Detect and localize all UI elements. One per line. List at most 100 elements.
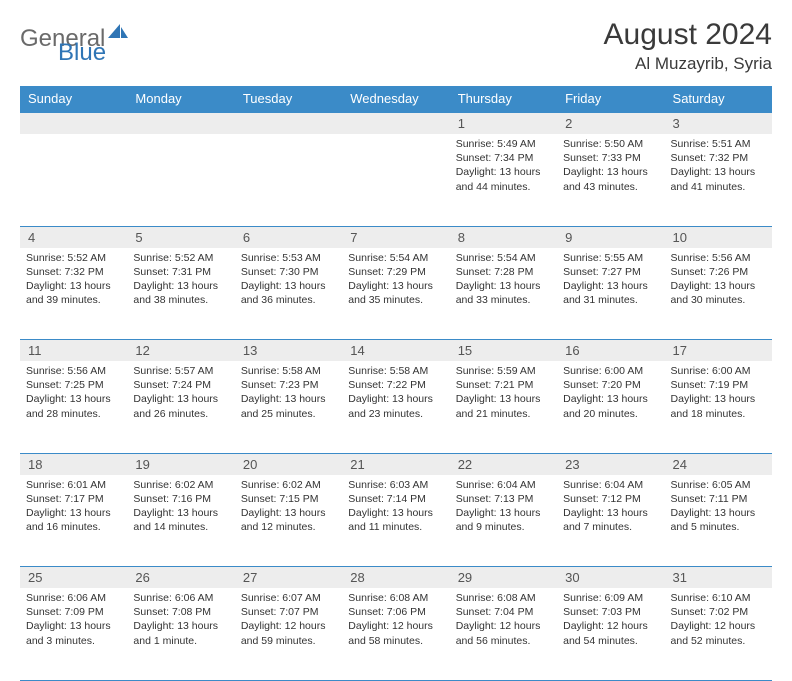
day-header: Saturday — [665, 86, 772, 112]
day-details: Sunrise: 5:49 AMSunset: 7:34 PMDaylight:… — [450, 134, 557, 200]
day-number: 28 — [342, 567, 449, 589]
day-number: 14 — [342, 340, 449, 362]
title-block: August 2024 Al Muzayrib, Syria — [604, 18, 772, 74]
day-header: Tuesday — [235, 86, 342, 112]
brand-logo: GeneralBlue — [20, 18, 128, 64]
day-number: 18 — [20, 453, 127, 475]
day-number: 9 — [557, 226, 664, 248]
day-number: 25 — [20, 567, 127, 589]
day-number: 19 — [127, 453, 234, 475]
day-number: 15 — [450, 340, 557, 362]
day-cell: Sunrise: 5:54 AMSunset: 7:29 PMDaylight:… — [342, 248, 449, 340]
day-number — [235, 112, 342, 134]
day-details: Sunrise: 6:07 AMSunset: 7:07 PMDaylight:… — [235, 588, 342, 654]
day-details: Sunrise: 6:06 AMSunset: 7:08 PMDaylight:… — [127, 588, 234, 654]
day-cell: Sunrise: 5:56 AMSunset: 7:25 PMDaylight:… — [20, 361, 127, 453]
day-number: 2 — [557, 112, 664, 134]
day-cell: Sunrise: 5:52 AMSunset: 7:32 PMDaylight:… — [20, 248, 127, 340]
day-number-row: 25262728293031 — [20, 567, 772, 589]
day-number: 7 — [342, 226, 449, 248]
day-number: 12 — [127, 340, 234, 362]
day-header: Wednesday — [342, 86, 449, 112]
day-number — [20, 112, 127, 134]
day-details: Sunrise: 6:08 AMSunset: 7:06 PMDaylight:… — [342, 588, 449, 654]
day-cell: Sunrise: 6:09 AMSunset: 7:03 PMDaylight:… — [557, 588, 664, 680]
day-cell: Sunrise: 5:49 AMSunset: 7:34 PMDaylight:… — [450, 134, 557, 226]
day-details: Sunrise: 5:57 AMSunset: 7:24 PMDaylight:… — [127, 361, 234, 427]
day-details: Sunrise: 6:09 AMSunset: 7:03 PMDaylight:… — [557, 588, 664, 654]
day-details: Sunrise: 5:55 AMSunset: 7:27 PMDaylight:… — [557, 248, 664, 314]
day-details: Sunrise: 5:52 AMSunset: 7:31 PMDaylight:… — [127, 248, 234, 314]
day-details: Sunrise: 6:02 AMSunset: 7:15 PMDaylight:… — [235, 475, 342, 541]
day-number: 26 — [127, 567, 234, 589]
day-cell: Sunrise: 6:05 AMSunset: 7:11 PMDaylight:… — [665, 475, 772, 567]
location-label: Al Muzayrib, Syria — [604, 54, 772, 74]
day-number: 31 — [665, 567, 772, 589]
day-cell: Sunrise: 6:00 AMSunset: 7:19 PMDaylight:… — [665, 361, 772, 453]
day-cell: Sunrise: 5:50 AMSunset: 7:33 PMDaylight:… — [557, 134, 664, 226]
day-details: Sunrise: 5:54 AMSunset: 7:29 PMDaylight:… — [342, 248, 449, 314]
day-details: Sunrise: 6:02 AMSunset: 7:16 PMDaylight:… — [127, 475, 234, 541]
day-cell: Sunrise: 5:58 AMSunset: 7:23 PMDaylight:… — [235, 361, 342, 453]
day-cell — [342, 134, 449, 226]
day-number: 20 — [235, 453, 342, 475]
day-cell: Sunrise: 5:58 AMSunset: 7:22 PMDaylight:… — [342, 361, 449, 453]
day-header: Thursday — [450, 86, 557, 112]
day-cell: Sunrise: 5:54 AMSunset: 7:28 PMDaylight:… — [450, 248, 557, 340]
day-cell: Sunrise: 5:53 AMSunset: 7:30 PMDaylight:… — [235, 248, 342, 340]
day-cell: Sunrise: 5:56 AMSunset: 7:26 PMDaylight:… — [665, 248, 772, 340]
day-cell: Sunrise: 6:04 AMSunset: 7:13 PMDaylight:… — [450, 475, 557, 567]
day-number: 21 — [342, 453, 449, 475]
day-number: 10 — [665, 226, 772, 248]
day-number: 29 — [450, 567, 557, 589]
day-number: 5 — [127, 226, 234, 248]
day-cell: Sunrise: 6:08 AMSunset: 7:04 PMDaylight:… — [450, 588, 557, 680]
day-cell: Sunrise: 6:06 AMSunset: 7:08 PMDaylight:… — [127, 588, 234, 680]
day-header-row: SundayMondayTuesdayWednesdayThursdayFrid… — [20, 86, 772, 112]
day-number: 22 — [450, 453, 557, 475]
day-number — [127, 112, 234, 134]
day-content-row: Sunrise: 6:06 AMSunset: 7:09 PMDaylight:… — [20, 588, 772, 680]
day-cell: Sunrise: 6:02 AMSunset: 7:15 PMDaylight:… — [235, 475, 342, 567]
day-cell: Sunrise: 5:52 AMSunset: 7:31 PMDaylight:… — [127, 248, 234, 340]
day-details: Sunrise: 6:10 AMSunset: 7:02 PMDaylight:… — [665, 588, 772, 654]
day-number: 30 — [557, 567, 664, 589]
day-details: Sunrise: 5:58 AMSunset: 7:22 PMDaylight:… — [342, 361, 449, 427]
day-number: 11 — [20, 340, 127, 362]
day-number: 6 — [235, 226, 342, 248]
day-cell: Sunrise: 6:03 AMSunset: 7:14 PMDaylight:… — [342, 475, 449, 567]
day-details: Sunrise: 5:50 AMSunset: 7:33 PMDaylight:… — [557, 134, 664, 200]
day-content-row: Sunrise: 5:49 AMSunset: 7:34 PMDaylight:… — [20, 134, 772, 226]
day-cell — [127, 134, 234, 226]
day-cell — [235, 134, 342, 226]
day-cell: Sunrise: 6:04 AMSunset: 7:12 PMDaylight:… — [557, 475, 664, 567]
day-details: Sunrise: 6:03 AMSunset: 7:14 PMDaylight:… — [342, 475, 449, 541]
page-header: GeneralBlue August 2024 Al Muzayrib, Syr… — [20, 18, 772, 74]
day-details: Sunrise: 5:59 AMSunset: 7:21 PMDaylight:… — [450, 361, 557, 427]
day-details: Sunrise: 5:53 AMSunset: 7:30 PMDaylight:… — [235, 248, 342, 314]
day-details: Sunrise: 6:00 AMSunset: 7:20 PMDaylight:… — [557, 361, 664, 427]
day-number — [342, 112, 449, 134]
day-details: Sunrise: 6:01 AMSunset: 7:17 PMDaylight:… — [20, 475, 127, 541]
day-number: 13 — [235, 340, 342, 362]
day-number: 4 — [20, 226, 127, 248]
day-cell: Sunrise: 6:06 AMSunset: 7:09 PMDaylight:… — [20, 588, 127, 680]
day-details: Sunrise: 5:52 AMSunset: 7:32 PMDaylight:… — [20, 248, 127, 314]
day-content-row: Sunrise: 6:01 AMSunset: 7:17 PMDaylight:… — [20, 475, 772, 567]
day-details: Sunrise: 6:06 AMSunset: 7:09 PMDaylight:… — [20, 588, 127, 654]
day-number-row: 18192021222324 — [20, 453, 772, 475]
day-cell: Sunrise: 6:10 AMSunset: 7:02 PMDaylight:… — [665, 588, 772, 680]
day-details: Sunrise: 6:04 AMSunset: 7:12 PMDaylight:… — [557, 475, 664, 541]
day-cell: Sunrise: 5:51 AMSunset: 7:32 PMDaylight:… — [665, 134, 772, 226]
day-content-row: Sunrise: 5:56 AMSunset: 7:25 PMDaylight:… — [20, 361, 772, 453]
month-title: August 2024 — [604, 18, 772, 52]
day-cell: Sunrise: 5:59 AMSunset: 7:21 PMDaylight:… — [450, 361, 557, 453]
day-cell: Sunrise: 6:01 AMSunset: 7:17 PMDaylight:… — [20, 475, 127, 567]
day-details: Sunrise: 6:04 AMSunset: 7:13 PMDaylight:… — [450, 475, 557, 541]
day-header: Friday — [557, 86, 664, 112]
day-cell: Sunrise: 5:55 AMSunset: 7:27 PMDaylight:… — [557, 248, 664, 340]
calendar-table: SundayMondayTuesdayWednesdayThursdayFrid… — [20, 86, 772, 681]
day-details: Sunrise: 6:00 AMSunset: 7:19 PMDaylight:… — [665, 361, 772, 427]
day-details: Sunrise: 5:56 AMSunset: 7:26 PMDaylight:… — [665, 248, 772, 314]
day-number: 1 — [450, 112, 557, 134]
